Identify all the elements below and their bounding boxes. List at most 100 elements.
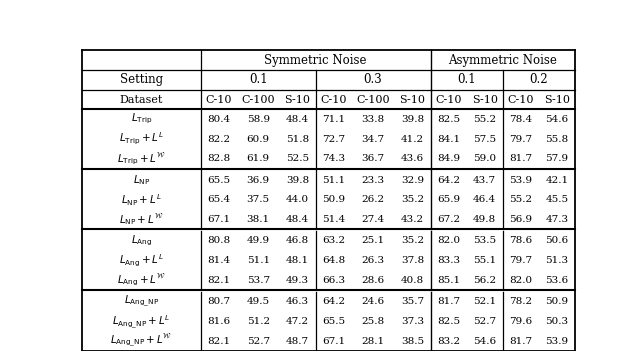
Text: $L_{\mathrm{Trip}} + L^{\mathcal{W}}$: $L_{\mathrm{Trip}} + L^{\mathcal{W}}$: [117, 151, 166, 166]
Text: 78.4: 78.4: [509, 115, 532, 124]
Text: 35.2: 35.2: [401, 195, 424, 204]
Text: 81.7: 81.7: [509, 337, 532, 346]
Text: 78.6: 78.6: [509, 237, 532, 245]
Text: 25.8: 25.8: [362, 317, 385, 326]
Text: 79.7: 79.7: [509, 134, 532, 144]
Text: $L_{\mathrm{Ang\_NP}}$: $L_{\mathrm{Ang\_NP}}$: [124, 294, 159, 309]
Text: 39.8: 39.8: [401, 115, 424, 124]
Text: 82.8: 82.8: [207, 154, 230, 163]
Text: 53.9: 53.9: [545, 337, 568, 346]
Text: 56.2: 56.2: [473, 276, 496, 285]
Text: 48.7: 48.7: [286, 337, 309, 346]
Text: 46.8: 46.8: [286, 237, 309, 245]
Text: 84.9: 84.9: [437, 154, 460, 163]
Text: 51.1: 51.1: [322, 176, 345, 185]
Text: 65.9: 65.9: [437, 195, 460, 204]
Text: 65.4: 65.4: [207, 195, 230, 204]
Text: 51.4: 51.4: [322, 215, 345, 224]
Text: 74.3: 74.3: [322, 154, 345, 163]
Text: 66.3: 66.3: [322, 276, 345, 285]
Text: 36.9: 36.9: [246, 176, 269, 185]
Text: 81.7: 81.7: [437, 297, 460, 306]
Text: 52.7: 52.7: [246, 337, 269, 346]
Text: 56.9: 56.9: [509, 215, 532, 224]
Text: 55.2: 55.2: [473, 115, 496, 124]
Text: 71.1: 71.1: [322, 115, 345, 124]
Text: 35.2: 35.2: [401, 237, 424, 245]
Text: 58.9: 58.9: [246, 115, 269, 124]
Text: 37.5: 37.5: [246, 195, 269, 204]
Text: 81.6: 81.6: [207, 317, 230, 326]
Text: 48.4: 48.4: [286, 115, 309, 124]
Text: 53.5: 53.5: [473, 237, 496, 245]
Text: 55.8: 55.8: [545, 134, 568, 144]
Text: 48.4: 48.4: [286, 215, 309, 224]
Text: 44.0: 44.0: [286, 195, 309, 204]
Text: $L_{\mathrm{Ang}} + L^{L}$: $L_{\mathrm{Ang}} + L^{L}$: [119, 252, 164, 269]
Text: 54.6: 54.6: [473, 337, 496, 346]
Text: 41.2: 41.2: [401, 134, 424, 144]
Text: 47.3: 47.3: [545, 215, 568, 224]
Text: 0.1: 0.1: [458, 73, 476, 86]
Text: Symmetric Noise: Symmetric Noise: [264, 54, 367, 67]
Text: 52.1: 52.1: [473, 297, 496, 306]
Text: 26.2: 26.2: [362, 195, 385, 204]
Text: S-10: S-10: [544, 94, 570, 105]
Text: 37.8: 37.8: [401, 256, 424, 265]
Text: 80.7: 80.7: [207, 297, 230, 306]
Text: 37.3: 37.3: [401, 317, 424, 326]
Text: 64.2: 64.2: [437, 176, 460, 185]
Text: 0.1: 0.1: [249, 73, 268, 86]
Text: S-10: S-10: [472, 94, 498, 105]
Text: 82.0: 82.0: [437, 237, 460, 245]
Text: 63.2: 63.2: [322, 237, 345, 245]
Text: 50.9: 50.9: [545, 297, 568, 306]
Text: 82.5: 82.5: [437, 317, 460, 326]
Text: 55.2: 55.2: [509, 195, 532, 204]
Text: 57.5: 57.5: [473, 134, 496, 144]
Text: C-10: C-10: [435, 94, 462, 105]
Text: 28.1: 28.1: [362, 337, 385, 346]
Text: S-10: S-10: [399, 94, 426, 105]
Text: 81.7: 81.7: [509, 154, 532, 163]
Text: 51.8: 51.8: [286, 134, 309, 144]
Text: 27.4: 27.4: [362, 215, 385, 224]
Text: 80.4: 80.4: [207, 115, 230, 124]
Text: 49.5: 49.5: [246, 297, 269, 306]
Text: 65.5: 65.5: [322, 317, 345, 326]
Text: 23.3: 23.3: [362, 176, 385, 185]
Text: C-100: C-100: [356, 94, 390, 105]
Text: 67.1: 67.1: [322, 337, 345, 346]
Text: 55.1: 55.1: [473, 256, 496, 265]
Text: 83.3: 83.3: [437, 256, 460, 265]
Text: $L_{\mathrm{Ang\_NP}} + L^{L}$: $L_{\mathrm{Ang\_NP}} + L^{L}$: [112, 313, 171, 330]
Text: 60.9: 60.9: [246, 134, 269, 144]
Text: 78.2: 78.2: [509, 297, 532, 306]
Text: $L_{\mathrm{Ang}} + L^{\mathcal{W}}$: $L_{\mathrm{Ang}} + L^{\mathcal{W}}$: [117, 273, 166, 288]
Text: 49.9: 49.9: [246, 237, 269, 245]
Text: 50.9: 50.9: [322, 195, 345, 204]
Text: 51.2: 51.2: [246, 317, 269, 326]
Text: 72.7: 72.7: [322, 134, 345, 144]
Text: 46.3: 46.3: [286, 297, 309, 306]
Text: 46.4: 46.4: [473, 195, 496, 204]
Text: 53.9: 53.9: [509, 176, 532, 185]
Text: 67.1: 67.1: [207, 215, 230, 224]
Text: Dataset: Dataset: [120, 94, 163, 105]
Text: 50.6: 50.6: [545, 237, 568, 245]
Text: 32.9: 32.9: [401, 176, 424, 185]
Text: 67.2: 67.2: [437, 215, 460, 224]
Text: 82.5: 82.5: [437, 115, 460, 124]
Text: 25.1: 25.1: [362, 237, 385, 245]
Text: 82.1: 82.1: [207, 276, 230, 285]
Text: $L_{\mathrm{Ang\_NP}} + L^{\mathcal{W}}$: $L_{\mathrm{Ang\_NP}} + L^{\mathcal{W}}$: [111, 333, 173, 349]
Text: 57.9: 57.9: [545, 154, 568, 163]
Text: 38.1: 38.1: [246, 215, 269, 224]
Text: 43.7: 43.7: [473, 176, 496, 185]
Text: 52.5: 52.5: [286, 154, 309, 163]
Text: 48.1: 48.1: [286, 256, 309, 265]
Text: 61.9: 61.9: [246, 154, 269, 163]
Text: 36.7: 36.7: [362, 154, 385, 163]
Text: $L_{\mathrm{NP}} + L^{L}$: $L_{\mathrm{NP}} + L^{L}$: [121, 192, 162, 208]
Text: 26.3: 26.3: [362, 256, 385, 265]
